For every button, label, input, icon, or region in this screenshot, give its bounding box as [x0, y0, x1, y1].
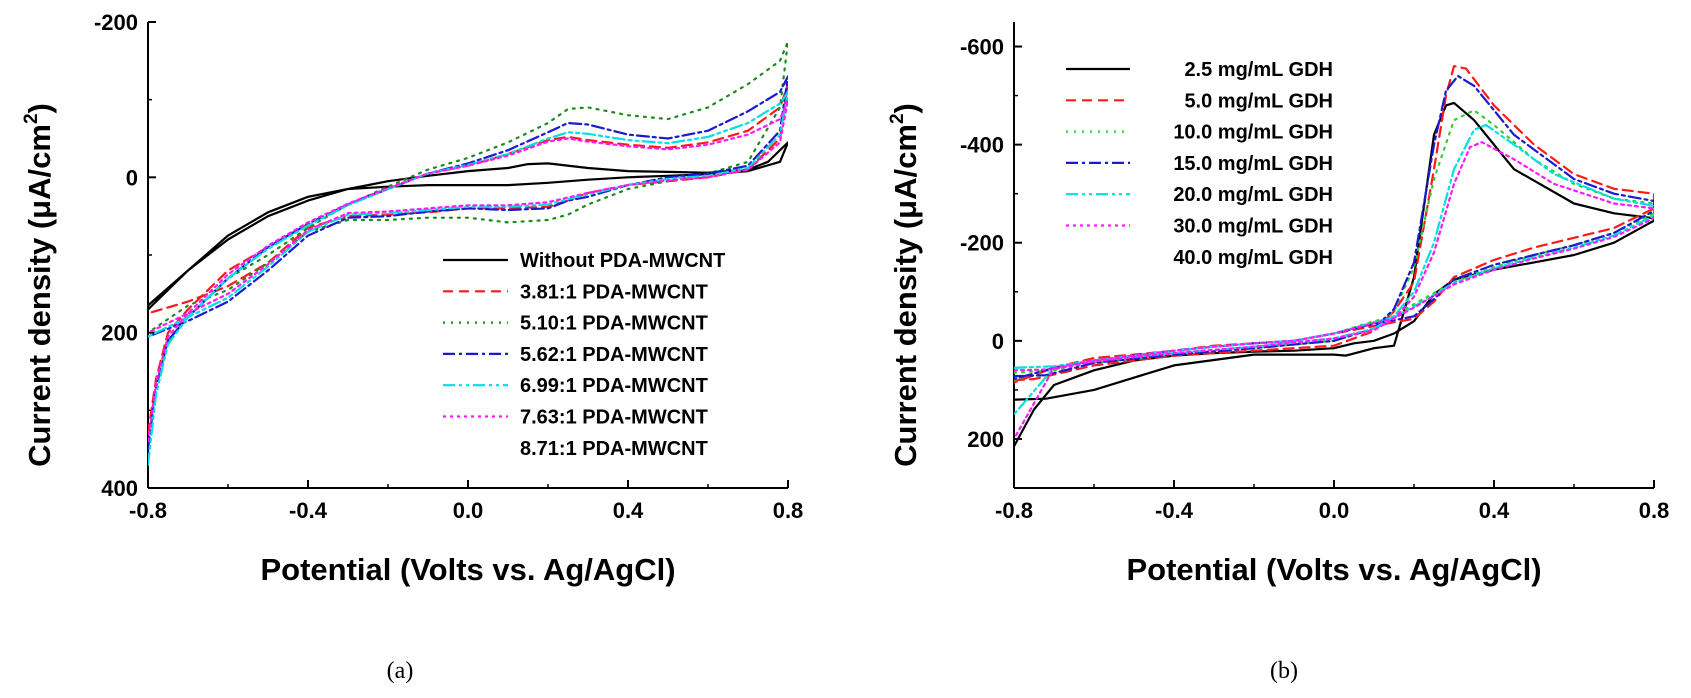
x-tick-label: -0.4 [289, 498, 328, 523]
chart-panel-a: -0.8 -0.4 0.0 0.4 0.8 -200 0 200 400 Without PDA-… [21, 10, 803, 684]
series-line-2 [1014, 64, 1654, 384]
x-tick-label: 0.4 [1479, 498, 1510, 523]
series-line-5 [148, 90, 788, 466]
legend-label: 20.0 mg/mL GDH [1173, 184, 1333, 206]
series-line-3 [1014, 109, 1654, 382]
y-tick-label: -200 [960, 231, 1004, 256]
legend-label: 6.99:1 PDA-MWCNT [520, 375, 708, 397]
legend-label: 40.0 mg/mL GDH [1173, 247, 1333, 269]
series-line-1 [1014, 101, 1654, 448]
legend-label: 8.71:1 PDA-MWCNT [520, 438, 708, 460]
y-tick-label: 0 [126, 165, 138, 190]
series-line-4 [148, 75, 788, 451]
x-tick-label: 0.8 [1639, 498, 1670, 523]
x-tick-label: 0.0 [1319, 498, 1350, 523]
chart-panel-b: -0.8 -0.4 0.0 0.4 0.8 -600 -400 -200 0 200 2.5 mg/… [887, 22, 1669, 684]
x-tick-label: 0.8 [773, 498, 804, 523]
y-axis-title: Current density (μA/cm2) [21, 103, 57, 467]
series-group [148, 40, 788, 466]
y-tick-label: 400 [101, 476, 138, 501]
legend-label: Without PDA-MWCNT [520, 250, 725, 272]
y-tick-label: 200 [101, 321, 138, 346]
x-tick-label: -0.8 [129, 498, 167, 523]
legend-label: 3.81:1 PDA-MWCNT [520, 281, 708, 303]
x-tick-label: -0.8 [995, 498, 1033, 523]
y-tick-label: 0 [992, 329, 1004, 354]
x-axis-title: Potential (Volts vs. Ag/AgCl) [260, 552, 675, 587]
series-line-1 [148, 141, 788, 311]
x-tick-label: 0.0 [453, 498, 484, 523]
series-line-3 [148, 40, 788, 443]
legend: 2.5 mg/mL GDH 5.0 mg/mL GDH 10.0 mg/mL GDH… [1066, 59, 1333, 269]
series-line-5 [1014, 123, 1654, 416]
x-tick-label: 0.4 [613, 498, 644, 523]
legend-label: 2.5 mg/mL GDH [1184, 59, 1333, 81]
legend: Without PDA-MWCNT 3.81:1 PDA-MWCNT 5.10:1 … [443, 250, 725, 460]
legend-label: 5.0 mg/mL GDH [1184, 90, 1333, 112]
series-line-6 [1014, 141, 1654, 440]
x-axis-title: Potential (Volts vs. Ag/AgCl) [1126, 552, 1541, 587]
panel-caption: (b) [1270, 658, 1298, 684]
legend-label: 10.0 mg/mL GDH [1173, 122, 1333, 144]
y-axis-title: Current density (μA/cm2) [887, 103, 923, 467]
legend-label: 30.0 mg/mL GDH [1173, 216, 1333, 238]
legend-label: 7.63:1 PDA-MWCNT [520, 407, 708, 429]
x-tick-label: -0.4 [1155, 498, 1194, 523]
legend-label: 5.10:1 PDA-MWCNT [520, 313, 708, 335]
legend-label: 5.62:1 PDA-MWCNT [520, 344, 708, 366]
series-line-6 [148, 98, 788, 443]
y-tick-label: -200 [94, 10, 138, 35]
legend-label: 15.0 mg/mL GDH [1173, 153, 1333, 175]
panel-caption: (a) [387, 658, 414, 684]
y-tick-label: 200 [967, 427, 1004, 452]
y-tick-label: -600 [960, 35, 1004, 60]
y-tick-label: -400 [960, 133, 1004, 158]
series-group [1014, 64, 1654, 448]
